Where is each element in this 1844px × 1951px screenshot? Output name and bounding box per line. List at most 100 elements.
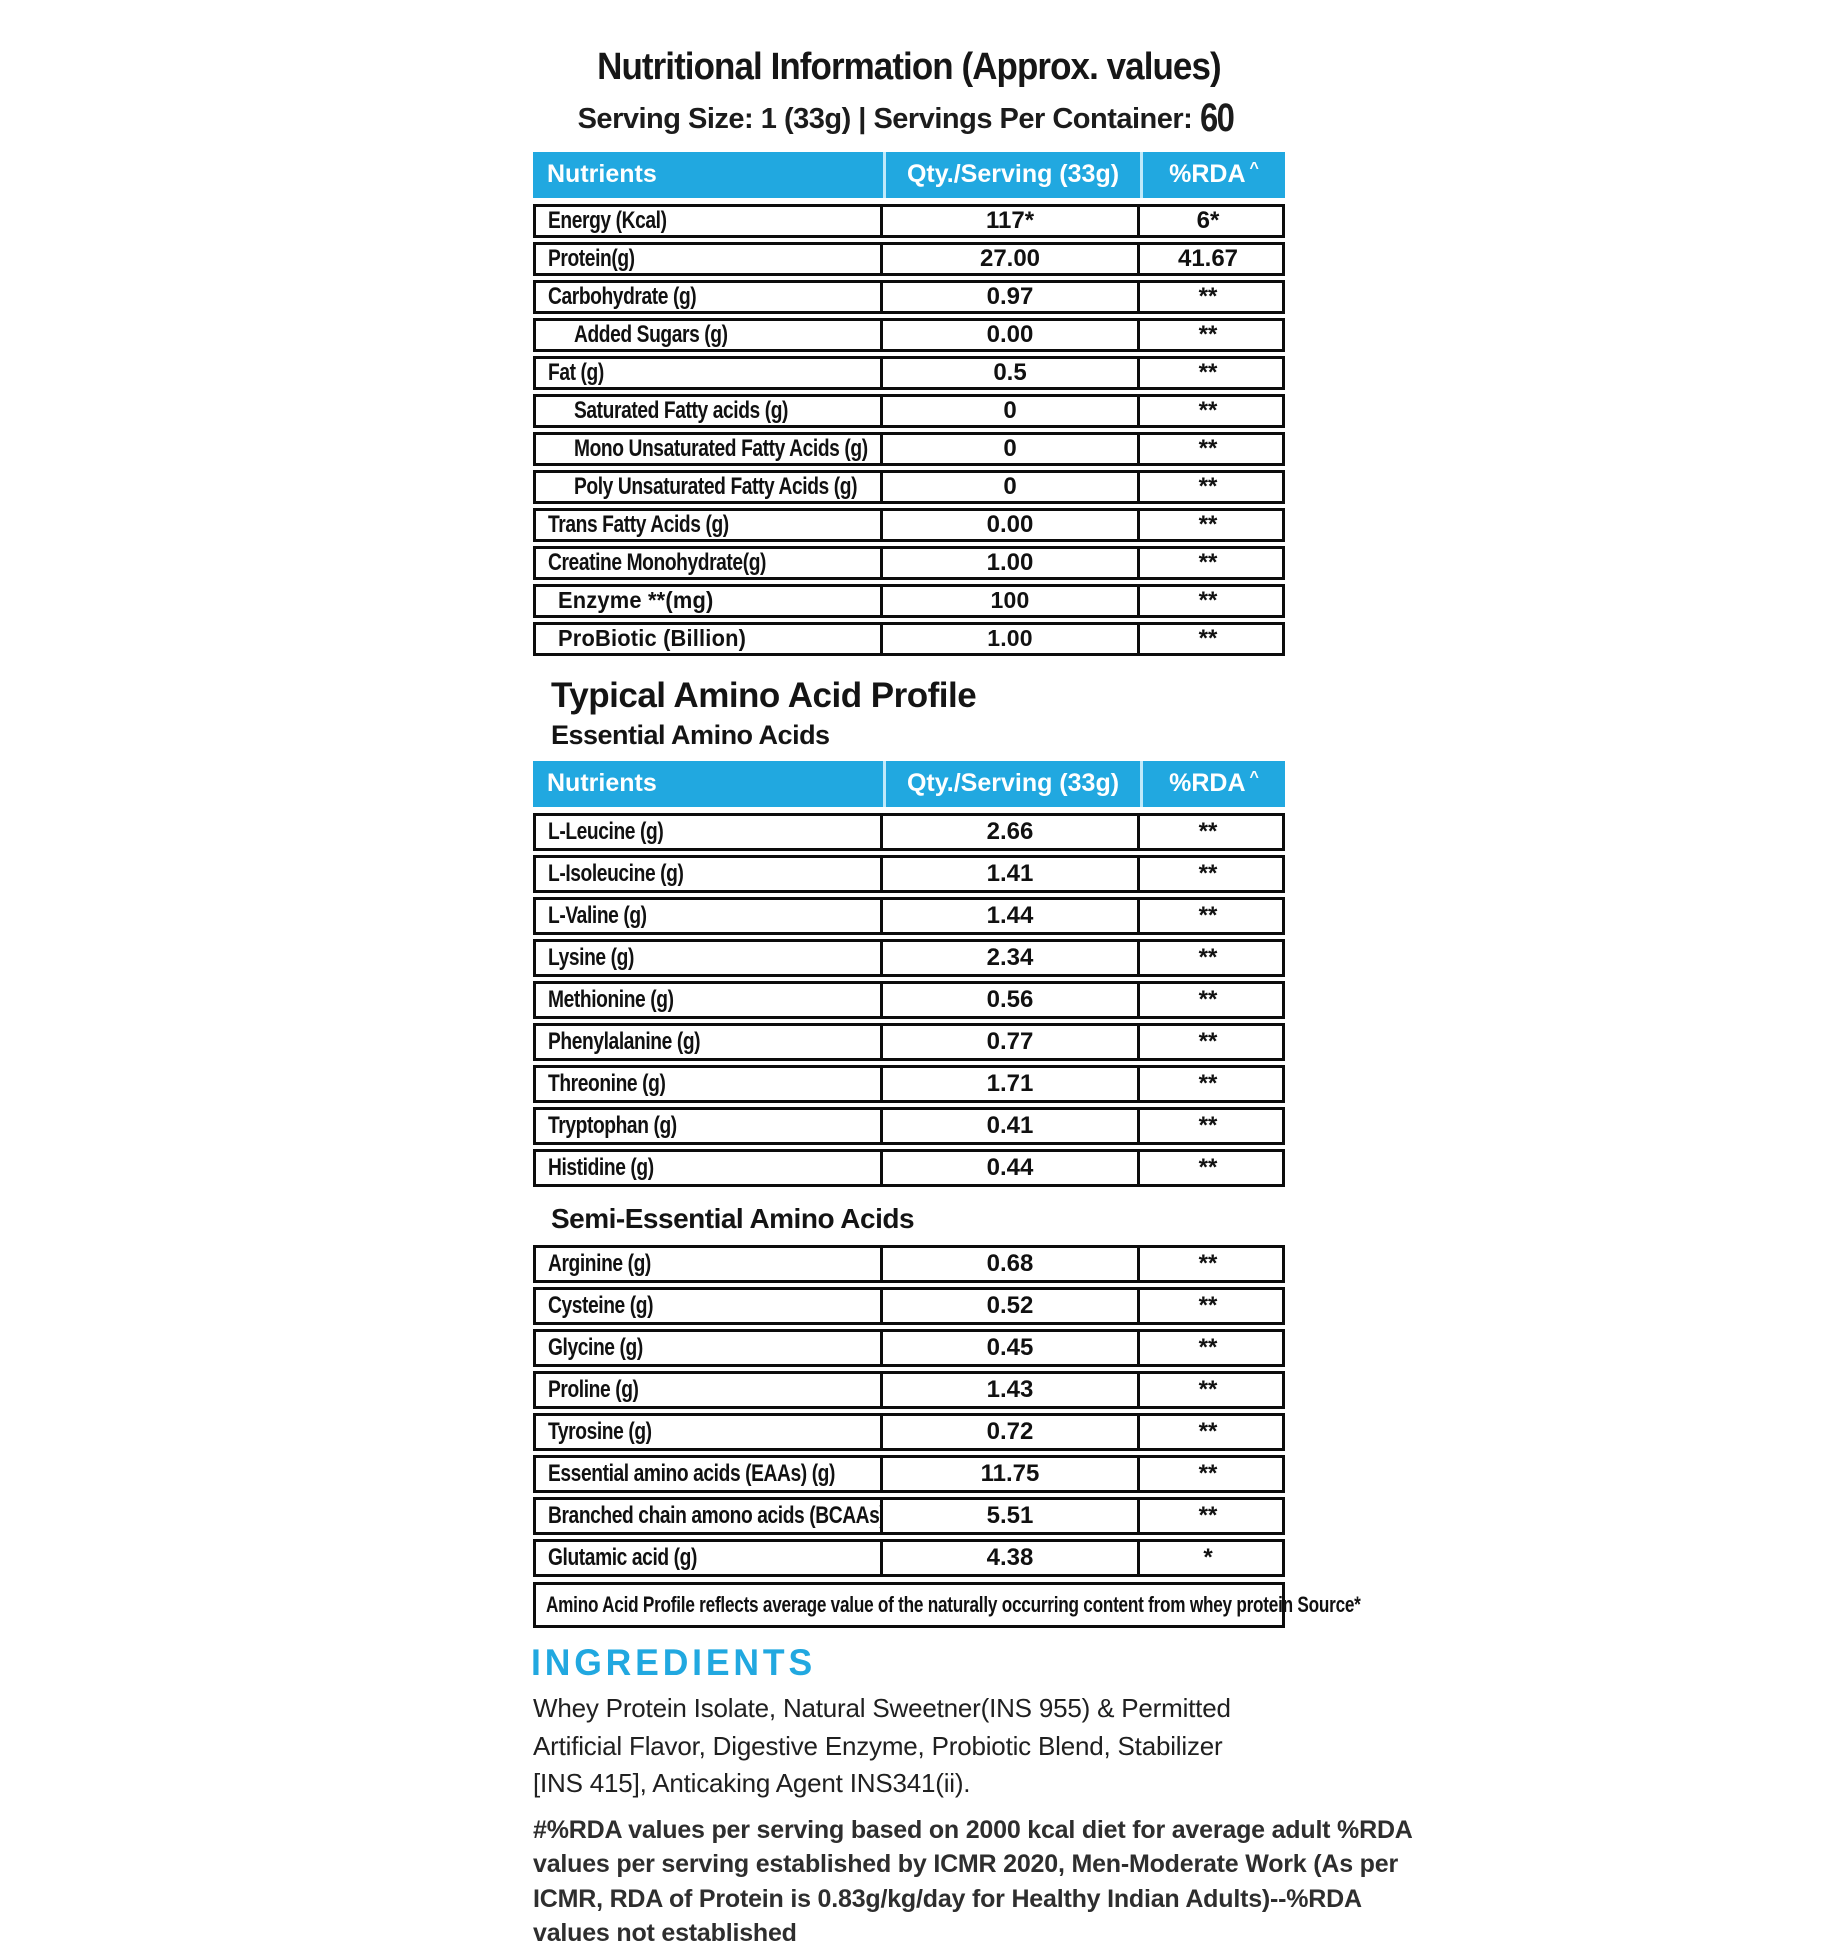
amino-qty: 1.71 <box>880 1067 1137 1100</box>
table-row: Creatine Monohydrate(g) 1.00 ** <box>533 545 1285 580</box>
amino-qty: 2.66 <box>880 815 1137 848</box>
amino-label: Arginine (g) <box>536 1248 880 1280</box>
nutrient-label: Energy (Kcal) <box>536 207 880 235</box>
label-text: Added Sugars (g) <box>574 320 728 348</box>
nutrient-qty: 0 <box>880 472 1137 501</box>
amino-rda: ** <box>1137 1067 1276 1100</box>
col-header-rda: %RDA ^ <box>1140 760 1285 807</box>
label-text: Proline (g) <box>548 1375 639 1403</box>
col-header-qty: Qty./Serving (33g) <box>883 760 1140 807</box>
nutrient-label: ProBiotic (Billion) <box>536 625 880 653</box>
amino-rda: ** <box>1137 941 1276 974</box>
col-header-nutrients: Nutrients <box>547 769 657 798</box>
col-header-rda-mark: ^ <box>1249 159 1259 177</box>
nutrient-qty: 0.5 <box>880 358 1137 387</box>
amino-label: Phenylalanine (g) <box>536 1026 880 1058</box>
page-title: Nutritional Information (Approx. values) <box>533 46 1285 88</box>
amino-label: Tyrosine (g) <box>536 1416 880 1448</box>
nutrient-qty: 0 <box>880 396 1137 425</box>
label-text: Energy (Kcal) <box>548 206 667 234</box>
amino-label: Essential amino acids (EAAs) (g) <box>536 1458 880 1490</box>
amino-label: Threonine (g) <box>536 1068 880 1100</box>
table-row: Proline (g) 1.43 ** <box>533 1370 1285 1409</box>
amino-qty: 4.38 <box>880 1541 1137 1574</box>
nutrient-qty: 0.97 <box>880 282 1137 311</box>
label-text: Tryptophan (g) <box>548 1111 677 1139</box>
rda-footnote-line: values not established <box>533 1919 797 1948</box>
amino-qty: 1.43 <box>880 1373 1137 1406</box>
amino-rda: ** <box>1137 1499 1276 1532</box>
label-text: Saturated Fatty acids (g) <box>574 396 789 424</box>
amino-label: Glycine (g) <box>536 1332 880 1364</box>
amino-rda: ** <box>1137 1247 1276 1280</box>
nutrient-label: Fat (g) <box>536 359 880 387</box>
table-row: Branched chain amono acids (BCAAs) (g) 5… <box>533 1496 1285 1535</box>
essential-table-header: Nutrients Qty./Serving (33g) %RDA ^ <box>533 760 1285 807</box>
label-text: Phenylalanine (g) <box>548 1027 701 1055</box>
label-text: Carbohydrate (g) <box>548 282 697 310</box>
amino-label: Branched chain amono acids (BCAAs) (g) <box>536 1500 880 1532</box>
amino-label: L-Valine (g) <box>536 900 880 932</box>
semi-essential-heading: Semi-Essential Amino Acids <box>551 1202 915 1234</box>
table-row: L-Leucine (g) 2.66 ** <box>533 812 1285 851</box>
nutrient-qty: 117* <box>880 206 1137 235</box>
amino-qty: 0.45 <box>880 1331 1137 1364</box>
essential-heading: Essential Amino Acids <box>551 719 830 750</box>
nutrient-qty: 1.00 <box>880 624 1137 653</box>
table-row: Energy (Kcal) 117* 6* <box>533 203 1285 238</box>
ingredients-line: [INS 415], Anticaking Agent INS341(ii). <box>533 1768 971 1799</box>
label-text: L-Valine (g) <box>548 901 647 929</box>
label-text: Enzyme **(mg) <box>558 587 714 614</box>
table-row: Essential amino acids (EAAs) (g) 11.75 *… <box>533 1454 1285 1493</box>
nutrient-rda: ** <box>1137 510 1276 539</box>
amino-rda: ** <box>1137 1331 1276 1364</box>
amino-rda: ** <box>1137 857 1276 890</box>
servings-count: 60 <box>1199 95 1235 140</box>
ingredients-text: Whey Protein Isolate, Natural Sweetner(I… <box>533 1690 1285 1803</box>
nutrient-rda: ** <box>1137 586 1276 615</box>
table-row: Protein(g) 27.00 41.67 <box>533 241 1285 276</box>
amino-footnote-text: Amino Acid Profile reflects average valu… <box>546 1591 1361 1617</box>
label-text: L-Leucine (g) <box>548 817 664 845</box>
label-text: Trans Fatty Acids (g) <box>548 510 729 538</box>
nutrient-qty: 100 <box>880 586 1137 615</box>
table-row: Histidine (g) 0.44 ** <box>533 1148 1285 1187</box>
col-header-rda-text: %RDA <box>1169 160 1246 189</box>
amino-qty: 0.72 <box>880 1415 1137 1448</box>
amino-rda: ** <box>1137 1457 1276 1490</box>
page-title-text: Nutritional Information (Approx. values) <box>597 46 1222 88</box>
rda-footnote-line: values per serving established by ICMR 2… <box>533 1850 1398 1879</box>
serving-info-text: Serving Size: 1 (33g) | Servings Per Con… <box>577 102 1193 135</box>
label-sheet: Nutritional Information (Approx. values)… <box>531 0 1413 1951</box>
col-header-rda: %RDA ^ <box>1140 151 1285 198</box>
table-row: Glutamic acid (g) 4.38 * <box>533 1538 1285 1577</box>
amino-qty: 0.77 <box>880 1025 1137 1058</box>
label-text: Protein(g) <box>548 244 635 272</box>
nutrient-qty: 0 <box>880 434 1137 463</box>
amino-qty: 0.56 <box>880 983 1137 1016</box>
amino-qty: 5.51 <box>880 1499 1137 1532</box>
col-header-qty: Qty./Serving (33g) <box>883 151 1140 198</box>
nutrient-label: Trans Fatty Acids (g) <box>536 511 880 539</box>
amino-label: Cysteine (g) <box>536 1290 880 1322</box>
nutrient-qty: 0.00 <box>880 510 1137 539</box>
amino-rda: ** <box>1137 983 1276 1016</box>
amino-qty: 2.34 <box>880 941 1137 974</box>
label-text: L-Isoleucine (g) <box>548 859 684 887</box>
table-row: Tyrosine (g) 0.72 ** <box>533 1412 1285 1451</box>
nutrient-label: Creatine Monohydrate(g) <box>536 549 880 577</box>
nutrient-label: Added Sugars (g) <box>536 321 880 349</box>
nutrient-rda: ** <box>1137 472 1276 501</box>
nutrient-label: Enzyme **(mg) <box>536 587 880 615</box>
label-text: ProBiotic (Billion) <box>558 625 747 652</box>
nutrition-table: Nutrients Qty./Serving (33g) %RDA ^ Energ… <box>533 151 1285 656</box>
nutrient-label: Protein(g) <box>536 245 880 273</box>
label-text: Fat (g) <box>548 358 604 386</box>
amino-rda: ** <box>1137 1289 1276 1322</box>
nutrient-label: Carbohydrate (g) <box>536 283 880 311</box>
amino-rda: ** <box>1137 1025 1276 1058</box>
table-row: Mono Unsaturated Fatty Acids (g) 0 ** <box>533 431 1285 466</box>
amino-qty: 0.68 <box>880 1247 1137 1280</box>
ingredients-line: Artificial Flavor, Digestive Enzyme, Pro… <box>533 1730 1223 1761</box>
amino-rda: ** <box>1137 1109 1276 1142</box>
